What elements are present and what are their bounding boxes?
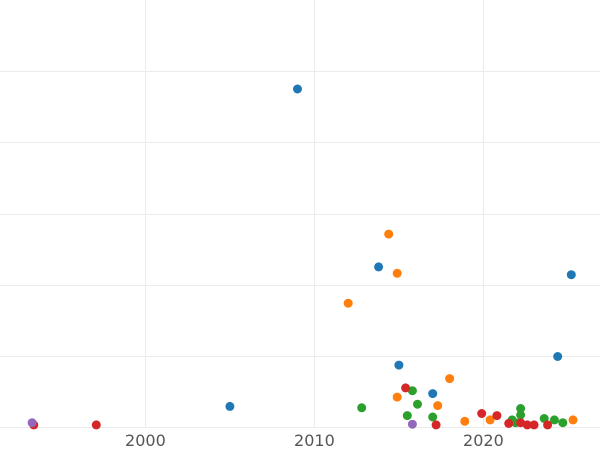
data-point [516, 404, 526, 413]
data-point [428, 412, 438, 422]
series-1 [225, 84, 576, 411]
data-point [504, 418, 514, 428]
x-tick-label: 2010 [294, 431, 335, 450]
series-5 [27, 418, 417, 429]
data-point [428, 389, 438, 399]
data-point [492, 411, 502, 421]
data-point [402, 411, 412, 421]
data-point [293, 84, 302, 94]
data-point [566, 270, 576, 280]
data-point [225, 401, 235, 411]
data-point [401, 383, 411, 393]
x-tick-label: 2020 [463, 431, 504, 450]
x-tick-label: 2000 [125, 431, 166, 450]
gridlines [0, 0, 600, 428]
x-tick-labels: 2000 2010 2020 [125, 431, 504, 450]
series-2 [343, 229, 578, 426]
data-point [522, 420, 532, 430]
data-point [413, 399, 422, 409]
data-point [433, 401, 443, 411]
data-point [357, 403, 367, 413]
data-point [374, 262, 384, 272]
data-point [384, 229, 394, 239]
data-point [553, 352, 563, 361]
data-point [431, 420, 441, 430]
data-point [407, 386, 417, 396]
data-point [392, 268, 402, 278]
data-point [445, 374, 455, 384]
data-point [516, 410, 526, 420]
data-point [392, 392, 402, 402]
data-point [407, 419, 417, 429]
data-point [549, 415, 559, 425]
data-point [543, 420, 553, 430]
data-point [27, 418, 37, 428]
data-point [485, 415, 495, 425]
data-point [343, 298, 353, 308]
data-point [460, 416, 470, 426]
data-point [91, 420, 101, 430]
data-point [568, 415, 578, 425]
data-point [394, 360, 404, 370]
data-point [477, 409, 487, 418]
data-points [27, 84, 578, 430]
data-point [529, 420, 539, 430]
data-point [558, 418, 568, 428]
series-4 [29, 383, 553, 430]
